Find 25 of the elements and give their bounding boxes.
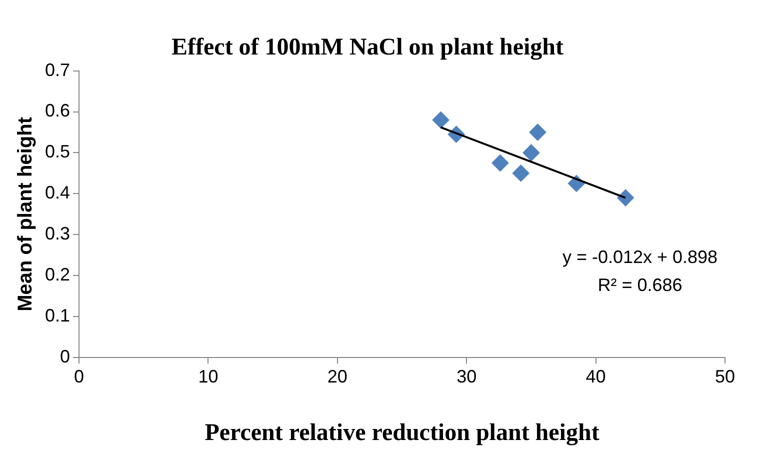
y-tick-label: 0.5	[44, 142, 70, 162]
y-tick-label: 0.2	[44, 264, 70, 285]
x-tick-label: 20	[327, 366, 348, 386]
point	[529, 124, 546, 141]
x-tick-label: 0	[74, 366, 84, 386]
point	[432, 111, 450, 128]
y-tick-label: 0.6	[44, 100, 70, 121]
y-axis-title: Mean of plant height	[14, 116, 37, 312]
y-tick-label: 0.3	[44, 224, 70, 244]
y-tick-label: 0	[60, 346, 70, 367]
annotation: R² = 0.686	[598, 275, 682, 295]
x-tick-label: 30	[456, 366, 477, 386]
point	[512, 164, 530, 182]
x-tick-label: 10	[198, 366, 218, 386]
y-tick-label: 0.1	[44, 306, 70, 326]
x-axis-title: Percent relative reduction plant height	[204, 420, 600, 446]
chart-title: Effect of 100mM NaCl on plant height	[172, 34, 564, 61]
x-tick-label: 40	[586, 366, 606, 386]
annotation: y = -0.012x + 0.898	[562, 247, 718, 267]
point	[617, 189, 634, 206]
point	[492, 154, 509, 172]
y-tick-label: 0.4	[44, 182, 70, 203]
x-tick-label: 50	[714, 366, 736, 386]
point	[522, 144, 540, 162]
y-tick-label: 0.7	[44, 60, 70, 80]
